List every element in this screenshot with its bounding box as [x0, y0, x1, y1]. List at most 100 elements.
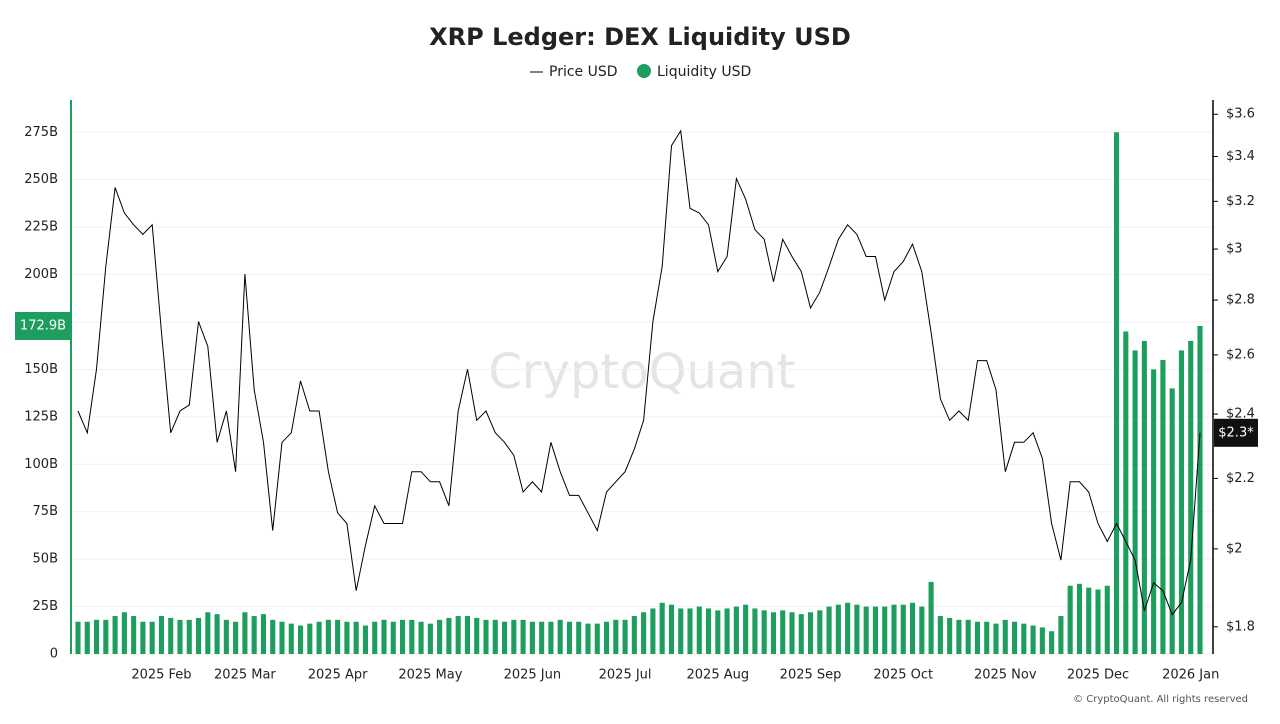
bar [1141, 340, 1147, 654]
bar [909, 602, 916, 654]
bar [845, 602, 851, 654]
bar [947, 617, 953, 654]
bar [325, 619, 331, 654]
bar [937, 616, 943, 654]
x-tick-label: 2025 Apr [308, 668, 368, 683]
bar [678, 608, 684, 654]
bar [1104, 585, 1110, 654]
last-liquidity-label: 172.9B [20, 318, 66, 333]
bar [214, 614, 220, 654]
y2-tick-label: $3.6 [1226, 107, 1255, 122]
bar [1058, 616, 1064, 654]
x-tick-label: 2025 May [398, 668, 462, 683]
bar [1095, 589, 1101, 654]
bar [1188, 340, 1194, 654]
bar [492, 619, 498, 654]
bar [149, 621, 155, 654]
x-tick-label: 2025 Sep [780, 668, 842, 683]
bar [1030, 625, 1036, 654]
bar [1160, 359, 1166, 654]
footer: © CryptoQuant. All rights reserved [1073, 694, 1248, 705]
bar [956, 619, 962, 654]
x-tick-label: 2025 Jul [599, 668, 652, 683]
bar [223, 619, 229, 654]
bar [260, 614, 267, 654]
y2-tick-label: $3.4 [1226, 149, 1255, 164]
bar [399, 619, 406, 654]
y2-tick-label: $3 [1226, 242, 1243, 257]
bar [270, 619, 276, 654]
bar [390, 621, 396, 654]
bar [576, 621, 582, 654]
y-tick-label: 225B [24, 220, 58, 235]
bar [1123, 331, 1129, 654]
x-tick-label: 2026 Jan [1162, 668, 1219, 683]
bar [205, 612, 211, 654]
watermark: CryptoQuant [488, 344, 795, 400]
bar [501, 621, 508, 654]
bar [297, 625, 304, 654]
bar [743, 604, 749, 654]
bar [613, 619, 619, 654]
bar [1049, 631, 1055, 654]
bar [919, 606, 925, 654]
bar [1132, 350, 1138, 654]
legend-dot [637, 64, 651, 78]
bar [566, 621, 573, 654]
bar [1021, 623, 1027, 654]
bar [464, 616, 471, 654]
bar [974, 621, 981, 654]
y2-tick-label: $3.2 [1226, 194, 1255, 209]
bar [1011, 621, 1018, 654]
y2-tick-label: $1.8 [1226, 619, 1255, 634]
bar [409, 619, 415, 654]
bar [186, 619, 192, 654]
y-tick-label: 200B [24, 267, 58, 282]
bar [446, 617, 452, 654]
bar [752, 608, 758, 654]
bar [437, 619, 443, 654]
bar [789, 612, 795, 654]
bar [826, 606, 832, 654]
x-tick-label: 2025 Dec [1067, 668, 1129, 683]
bar [993, 623, 999, 654]
bar [344, 621, 350, 654]
bar [372, 621, 378, 654]
bar [770, 612, 777, 654]
bar [928, 581, 934, 654]
bar [1002, 619, 1008, 654]
bar [817, 610, 823, 654]
bar [984, 621, 990, 654]
bar [900, 604, 906, 654]
bar [381, 619, 387, 654]
price-line [77, 129, 1201, 616]
last-price-pill [1214, 418, 1258, 447]
bar [835, 604, 841, 654]
bar [288, 623, 294, 654]
bar [724, 608, 730, 654]
bar [882, 606, 888, 654]
bar [195, 617, 202, 654]
bar [455, 616, 461, 654]
last-price-label: $2.3* [1218, 425, 1254, 440]
bar [715, 610, 721, 654]
bar [103, 619, 109, 654]
bar [483, 619, 489, 654]
bar [631, 616, 637, 654]
legend-label: Liquidity USD [657, 64, 751, 80]
bar [84, 621, 90, 654]
bar [427, 623, 433, 654]
bar [353, 621, 359, 654]
bar [863, 606, 869, 654]
bar [1178, 350, 1185, 654]
bar [242, 612, 248, 654]
x-tick-label: 2025 Feb [131, 668, 191, 683]
y2-tick-label: $2.6 [1226, 347, 1255, 362]
bar [93, 619, 100, 654]
bar [75, 621, 81, 654]
bar [872, 606, 879, 654]
y2-tick-label: $2.4 [1226, 407, 1255, 422]
bar [520, 619, 526, 654]
